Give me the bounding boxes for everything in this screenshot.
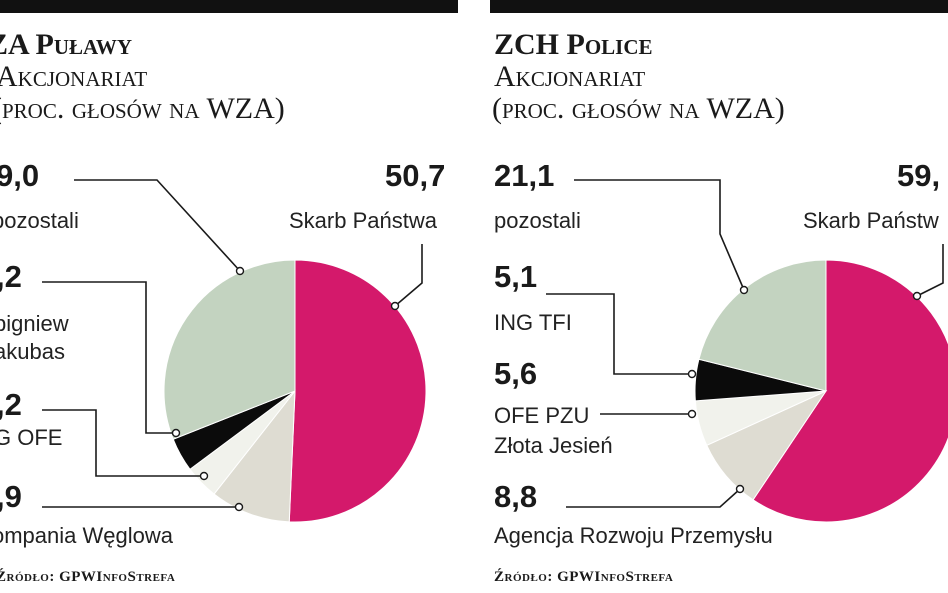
label-name-shareholder-2-line-2: akubas (0, 339, 65, 364)
leader-line-shareholder-2 (546, 293, 692, 375)
source-note: Źródło: GPWInfoStrefa (494, 569, 674, 585)
leader-dot (390, 301, 400, 311)
leader-lines (42, 179, 944, 512)
leader-line-shareholder-4 (566, 488, 741, 508)
panel-subtitle-line-2: (proc. głosów na WZA) (492, 92, 785, 125)
label-value-shareholder-2: 5,1 (494, 259, 538, 294)
leader-dot (739, 285, 749, 295)
pie-slice-pozostali (163, 259, 296, 440)
panel-title: ZA Puławy (0, 28, 133, 61)
label-name-shareholder-2: ING TFI (494, 310, 572, 335)
pie-slice-skarb-panstwa (752, 259, 948, 523)
pie-slice-skarb-panstwa (288, 259, 427, 523)
panel-subtitle-line-1: Akcjonariat (494, 60, 646, 93)
label-value-pozostali: 21,1 (494, 158, 555, 193)
label-value-skarb: 50,7 (385, 158, 446, 193)
leader-line-shareholder-3 (42, 409, 204, 477)
leader-dot (234, 502, 244, 512)
leader-dot (687, 409, 697, 419)
label-name-shareholder-2-line-1: bigniew (0, 311, 69, 336)
panel-title: ZCH Police (494, 28, 653, 61)
leader-dot (912, 291, 922, 301)
leader-dot (735, 484, 745, 494)
label-name-shareholder-4: Agencja Rozwoju Przemysłu (494, 523, 773, 548)
label-value-shareholder-4: 8,8 (494, 479, 538, 514)
label-value-shareholder-3: ,2 (0, 387, 22, 422)
leader-dot (171, 428, 181, 438)
panel-subtitle-line-2: (proc. głosów na WZA) (0, 92, 285, 125)
leader-line-shareholder-2 (42, 281, 176, 434)
label-name-skarb: Skarb Państw (803, 208, 939, 233)
label-name-shareholder-3-line-1: OFE PZU (494, 403, 590, 428)
leader-line-skarb (916, 244, 944, 297)
label-value-pozostali: 9,0 (0, 158, 40, 193)
leader-dot (235, 266, 245, 276)
leader-line-pozostali (574, 179, 745, 291)
label-name-pozostali: pozostali (0, 208, 79, 233)
leader-line-skarb (394, 244, 423, 307)
label-name-shareholder-3-line-2: Złota Jesień (494, 433, 613, 458)
label-name-shareholder-4: ompania Węglowa (0, 523, 173, 548)
pie-slice-ompania-weglowa (213, 389, 296, 523)
panel-top-bar (490, 0, 948, 13)
source-note: Źródło: GPWInfoStrefa (0, 569, 176, 585)
label-value-shareholder-3: 5,6 (494, 356, 538, 391)
leader-dot (199, 471, 209, 481)
panel-top-bar (0, 0, 458, 13)
label-value-shareholder-4: ,9 (0, 479, 22, 514)
label-name-shareholder-3: G OFE (0, 425, 63, 450)
label-name-pozostali: pozostali (494, 208, 581, 233)
leader-line-pozostali (74, 179, 241, 272)
pie-chart (694, 259, 948, 523)
leader-dot (687, 369, 697, 379)
label-name-skarb: Skarb Państwa (289, 208, 437, 233)
pie-chart (163, 259, 427, 523)
panel-subtitle-line-1: Akcjonariat (0, 60, 148, 93)
label-value-shareholder-2: ,2 (0, 259, 22, 294)
label-value-skarb: 59, (897, 158, 941, 193)
